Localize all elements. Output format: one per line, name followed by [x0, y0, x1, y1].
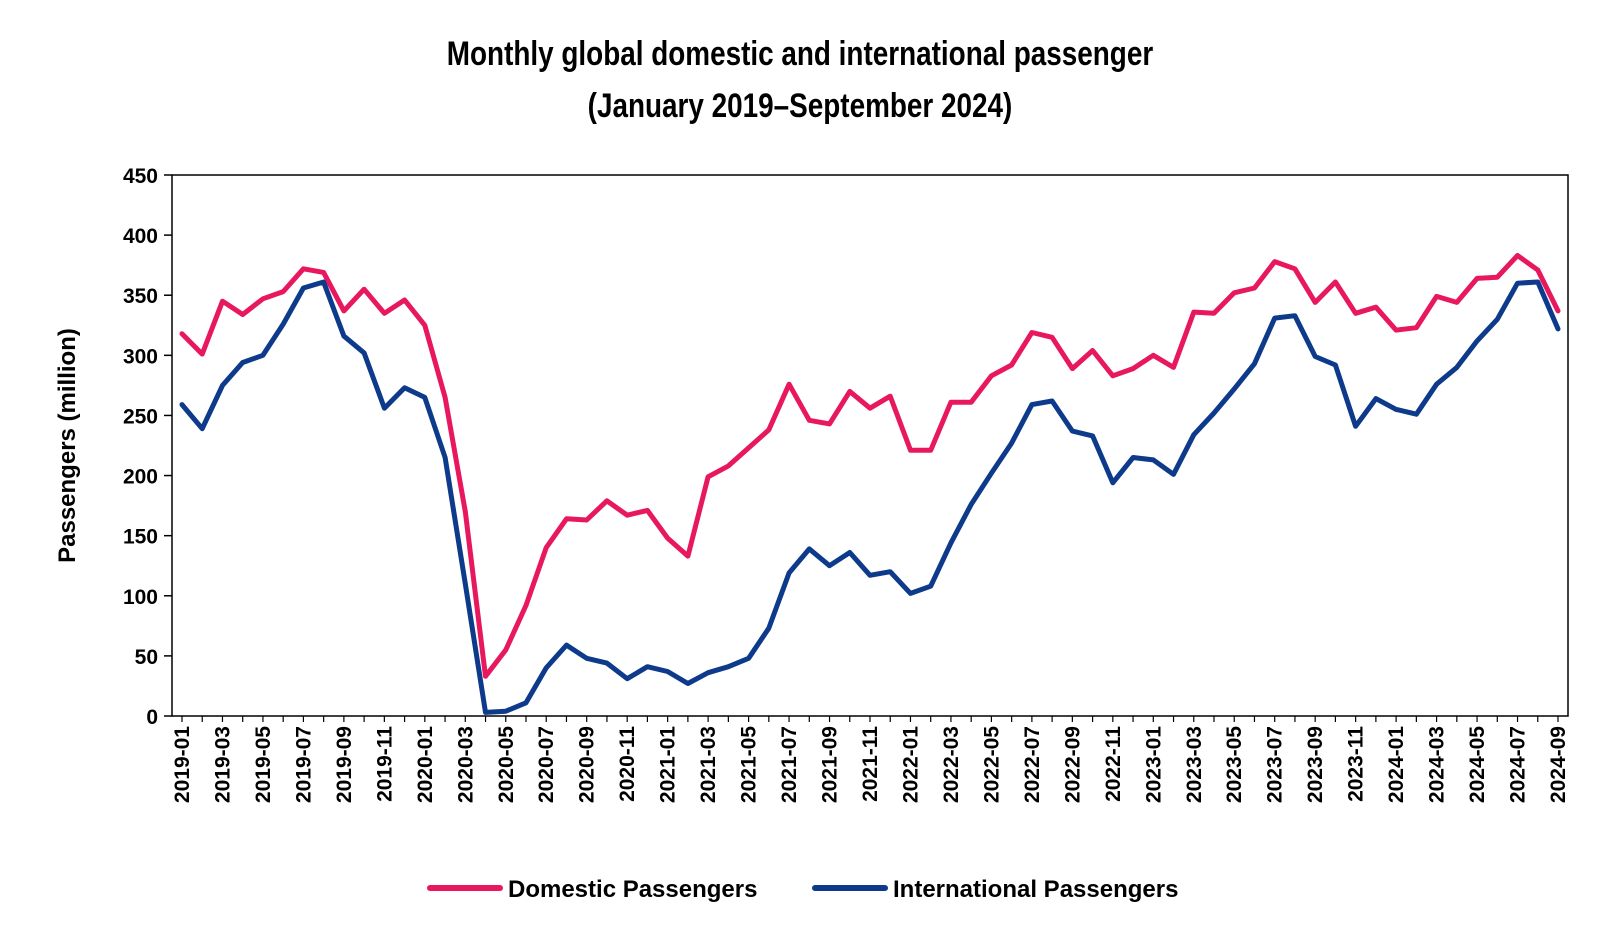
y-tick-label: 250 [123, 405, 158, 428]
x-tick-label: 2022-07 [1021, 726, 1044, 803]
x-tick-label: 2024-01 [1385, 726, 1408, 803]
x-tick-label: 2024-09 [1547, 726, 1570, 803]
plot-area [171, 174, 1569, 717]
x-tick-label: 2021-07 [778, 726, 801, 803]
y-tick-label: 450 [123, 165, 158, 188]
x-tick-label: 2023-07 [1264, 726, 1287, 803]
y-tick-label: 350 [123, 285, 158, 308]
x-tick-label: 2021-05 [738, 726, 761, 803]
chart-title-line-2: (January 2019–September 2024) [587, 87, 1013, 125]
chart-title-line-1: Monthly global domestic and internationa… [446, 35, 1154, 73]
y-axis-label: Passengers (million) [54, 328, 81, 563]
x-tick-label: 2021-01 [657, 726, 680, 803]
x-axis: 2019-01 2019-03 2019-05 2019-07 2019-09 2019-… [171, 716, 1570, 803]
legend: Domestic Passengers International Passeng… [427, 876, 1178, 903]
y-tick-label: 100 [123, 586, 158, 609]
x-tick-label: 2019-11 [373, 726, 396, 802]
y-tick-label: 50 [135, 646, 158, 669]
x-tick-label: 2022-03 [940, 726, 963, 803]
x-tick-label: 2024-07 [1507, 726, 1530, 803]
x-tick-label: 2020-01 [414, 726, 437, 803]
x-tick-label: 2023-01 [1142, 726, 1165, 803]
x-tick-label: 2021-11 [859, 726, 882, 802]
x-tick-label: 2021-09 [819, 726, 842, 803]
legend-international-label: International Passengers [893, 876, 1178, 903]
x-tick-label: 2023-09 [1304, 726, 1327, 803]
international-passengers-line [179, 279, 1561, 715]
x-tick-label: 2022-11 [1102, 726, 1125, 802]
x-tick-label: 2019-07 [292, 726, 315, 803]
x-tick-label: 2024-03 [1426, 726, 1449, 803]
y-tick-label: 400 [123, 225, 158, 248]
y-tick-label: 200 [123, 466, 158, 489]
x-tick-label: 2022-09 [1061, 726, 1084, 803]
x-tick-label: 2019-01 [171, 726, 194, 803]
x-tick-label: 2019-09 [333, 726, 356, 803]
domestic-passengers-line [179, 253, 1561, 679]
x-tick-label: 2022-01 [899, 726, 922, 803]
series-lines [179, 253, 1561, 715]
y-axis: 0 50 100 150 200 250 300 350 400 450 [123, 165, 172, 729]
x-tick-label: 2019-05 [252, 726, 275, 803]
x-tick-label: 2023-11 [1345, 726, 1368, 802]
y-tick-label: 0 [146, 706, 158, 729]
x-tick-label: 2020-09 [576, 726, 599, 803]
x-tick-label: 2020-05 [495, 726, 518, 803]
legend-domestic-label: Domestic Passengers [508, 876, 757, 903]
x-tick-label: 2021-03 [697, 726, 720, 803]
x-tick-label: 2020-11 [616, 726, 639, 802]
x-tick-label: 2023-03 [1183, 726, 1206, 803]
x-tick-label: 2020-03 [454, 726, 477, 803]
y-tick-label: 150 [123, 526, 158, 549]
x-tick-label: 2020-07 [535, 726, 558, 803]
x-tick-label: 2024-05 [1466, 726, 1489, 803]
x-tick-label: 2022-05 [980, 726, 1003, 803]
x-tick-label: 2023-05 [1223, 726, 1246, 803]
x-tick-label: 2019-03 [211, 726, 234, 803]
y-tick-label: 300 [123, 345, 158, 368]
